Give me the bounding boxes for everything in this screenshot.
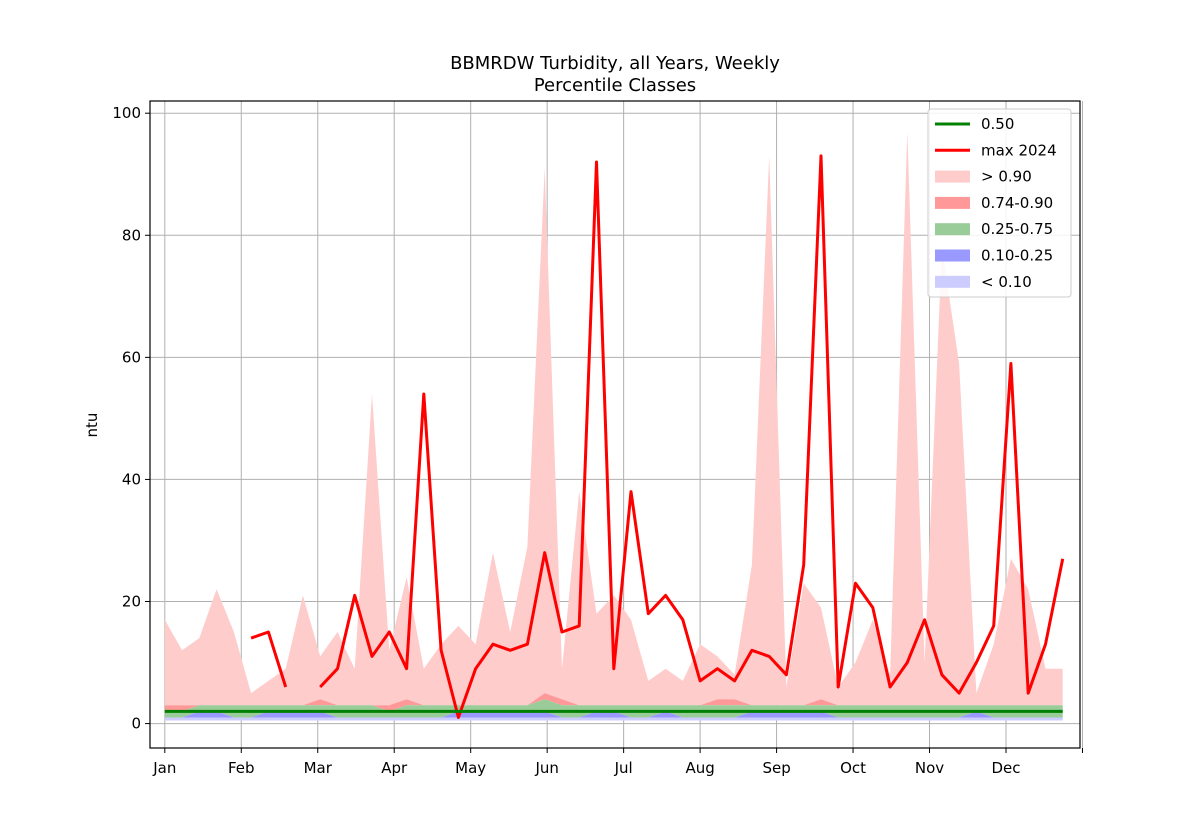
- legend-entry: 0.10-0.25: [935, 247, 1053, 265]
- series-max-2024: [250, 154, 1065, 719]
- band-below-0-10: [164, 717, 1063, 721]
- legend: 0.50 max 2024 > 0.90 0.74-0.90 0.25-0.75 0.10…: [927, 108, 1072, 298]
- x-tick-label: Aug: [685, 759, 714, 777]
- legend-entry: 0.25-0.75: [935, 220, 1053, 238]
- legend-label: 0.25-0.75: [981, 220, 1053, 238]
- band-0-25-0-75: [164, 699, 1063, 718]
- legend-patch-swatch: [935, 275, 970, 288]
- x-tick-label: May: [455, 759, 486, 777]
- chart-title-line2: Percentile Classes: [534, 75, 696, 96]
- x-tick-label: Oct: [840, 759, 866, 777]
- legend-label: 0.74-0.90: [981, 194, 1053, 212]
- y-tick-label: 20: [122, 593, 141, 611]
- chart-title-line1: BBMRDW Turbidity, all Years, Weekly: [450, 53, 780, 74]
- series-line: [250, 154, 1065, 719]
- legend-label: max 2024: [981, 141, 1057, 159]
- band-above-0-90: [164, 131, 1063, 706]
- y-tick-label: 0: [131, 715, 141, 733]
- legend-patch-swatch: [935, 249, 970, 262]
- band-0-10-0-25: [164, 711, 1063, 718]
- x-tick-label: Feb: [228, 759, 255, 777]
- x-tick-label: Jan: [152, 759, 176, 777]
- y-axis-label: ntu: [83, 413, 101, 438]
- legend-label: 0.50: [981, 115, 1014, 133]
- plot-frame: [149, 100, 1081, 749]
- y-tick-label: 80: [122, 226, 141, 244]
- legend-patch-swatch: [935, 196, 970, 209]
- y-tick-label: 40: [122, 470, 141, 488]
- legend-entry: < 0.10: [935, 273, 1032, 291]
- legend-label: > 0.90: [981, 168, 1032, 186]
- legend-patch-swatch: [935, 170, 970, 183]
- y-tick-label: 60: [122, 348, 141, 366]
- x-tick-label: Mar: [304, 759, 333, 777]
- legend-entry: max 2024: [935, 141, 1057, 159]
- x-tick-label: Apr: [381, 759, 408, 777]
- x-tick-label: Jun: [534, 759, 558, 777]
- x-tick-label: Nov: [915, 759, 944, 777]
- legend-entry: 0.50: [935, 115, 1014, 133]
- y-tick-label: 100: [112, 104, 141, 122]
- band-0-74-0-90: [164, 693, 1063, 712]
- legend-entry: > 0.90: [935, 168, 1032, 186]
- x-tick-label: Sep: [762, 759, 790, 777]
- legend-label: < 0.10: [981, 273, 1032, 291]
- legend-patch-swatch: [935, 223, 970, 236]
- legend-entry: 0.74-0.90: [935, 194, 1053, 212]
- x-tick-label: Jul: [614, 759, 633, 777]
- x-tick-label: Dec: [991, 759, 1020, 777]
- legend-label: 0.10-0.25: [981, 247, 1053, 265]
